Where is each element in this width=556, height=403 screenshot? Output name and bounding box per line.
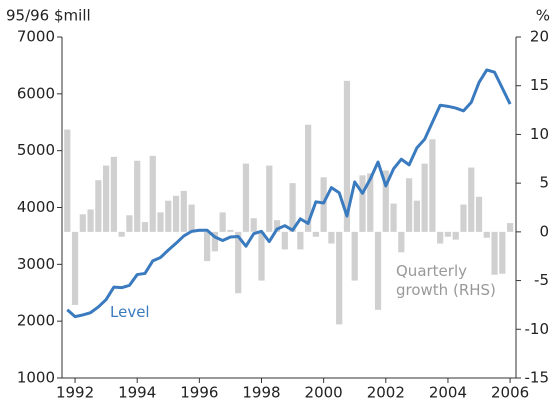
bar (149, 155, 156, 232)
bar (180, 190, 187, 232)
bar (499, 231, 506, 274)
line-label: Level (110, 303, 150, 321)
y-tick-label: 1000 (17, 369, 55, 387)
bar (429, 139, 436, 232)
x-tick-label: 1992 (56, 384, 94, 402)
bar (219, 212, 226, 232)
y-axis-label: 95/96 $mill (6, 7, 91, 25)
y2-tick-label: 0 (539, 222, 549, 240)
bar (413, 200, 420, 232)
bar (374, 231, 382, 310)
bar (79, 214, 86, 232)
line (66, 68, 512, 319)
bar (266, 165, 273, 232)
y-tick-label: 3000 (17, 255, 55, 273)
bar (336, 231, 343, 325)
bar (390, 203, 397, 232)
bar (351, 231, 358, 281)
bar (452, 231, 459, 240)
bar (483, 231, 490, 238)
y2-tick-label: 5 (539, 174, 549, 192)
bar (211, 231, 218, 252)
y-tick-label: 6000 (17, 84, 55, 102)
bar (367, 173, 374, 232)
bar (281, 231, 288, 250)
bar (110, 156, 118, 232)
bar (71, 231, 79, 305)
x-tick-label: 1996 (180, 384, 218, 402)
y-tick-label: 4000 (17, 198, 55, 216)
y2-tick-label: -15 (525, 369, 550, 387)
bar (305, 124, 312, 232)
y2-tick-label: -10 (525, 320, 550, 338)
y2-tick-label: 20 (530, 28, 549, 46)
bar (118, 231, 125, 237)
bar (126, 215, 133, 232)
bar (444, 231, 452, 237)
y2-tick-label: 10 (530, 125, 549, 143)
bar (204, 231, 211, 262)
bar (320, 177, 327, 232)
bar (188, 204, 195, 232)
bar (250, 218, 257, 232)
x-tick-label: 1998 (242, 384, 280, 402)
y-tick-label: 5000 (17, 141, 55, 159)
x-tick-label: 2000 (305, 384, 343, 402)
bar (95, 180, 102, 232)
bar (103, 165, 110, 232)
x-tick-label: 1994 (118, 384, 156, 402)
bar (405, 178, 413, 232)
bar (437, 231, 444, 244)
bar (87, 209, 94, 232)
y-tick-label: 7000 (17, 28, 55, 46)
bar (134, 160, 141, 232)
bar (491, 231, 498, 275)
bar (235, 231, 242, 294)
bar (297, 231, 304, 250)
bar (64, 129, 71, 232)
bar (273, 220, 281, 232)
bar (172, 195, 180, 232)
bar (460, 204, 467, 232)
bar (359, 175, 366, 232)
bar (258, 231, 265, 281)
bar (382, 170, 389, 232)
bar (475, 196, 483, 232)
bar (289, 183, 296, 232)
x-tick-label: 2006 (491, 384, 529, 402)
bar (398, 231, 405, 253)
bar (421, 163, 428, 232)
x-tick-label: 2002 (367, 384, 405, 402)
bar (506, 223, 514, 232)
bar (343, 80, 351, 232)
bar (157, 212, 164, 232)
bar (227, 229, 234, 232)
x-tick-label: 2004 (429, 384, 467, 402)
bar (312, 231, 319, 237)
bar (328, 231, 335, 244)
bar-label: Quarterly growth (RHS) (396, 262, 496, 299)
bar (165, 200, 172, 232)
y2-tick-label: 15 (530, 76, 549, 94)
y2-axis-label: % (536, 7, 550, 25)
y2-tick-label: -5 (534, 271, 549, 289)
bar (242, 163, 250, 232)
bar (141, 222, 149, 232)
bar (468, 167, 475, 232)
y-tick-label: 2000 (17, 312, 55, 330)
